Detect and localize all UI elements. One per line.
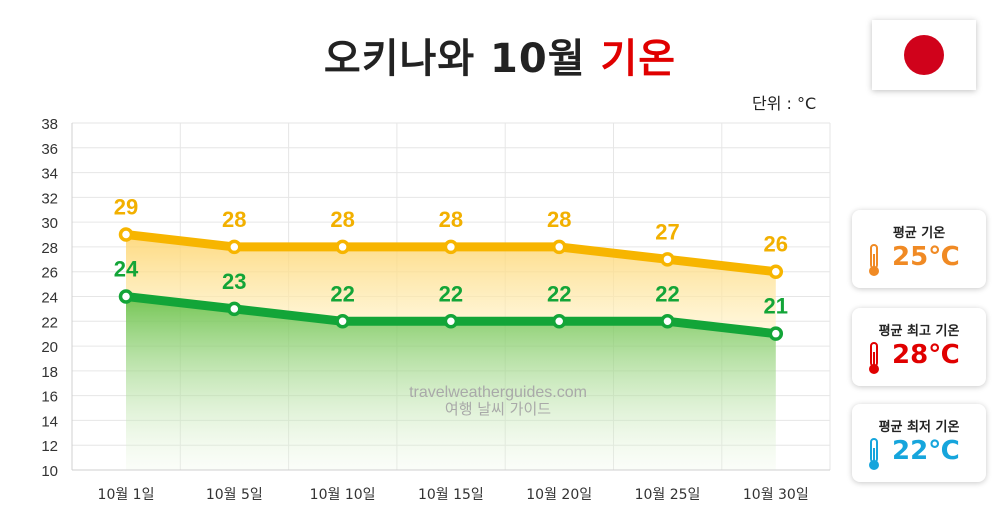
high-temp-point [660,252,675,267]
y-tick-label: 22 [41,314,58,331]
chart-areas [126,234,776,470]
y-tick-label: 36 [41,141,58,158]
thermometer-icon [869,438,879,470]
avg-high-label: 평균 최고 기온 [878,324,960,339]
high-temp-data-label: 28 [222,207,246,232]
y-tick-label: 32 [41,190,58,207]
high-temp-data-label: 29 [114,195,138,220]
y-tick-label: 38 [41,116,58,133]
y-tick-label: 24 [41,290,58,307]
chart-axes: 10 12 14 16 18 20 22 24 26 28 30 32 34 36 38 10월 1일 10월 … [41,116,830,503]
page-title: 오키나와 10월 기온 [0,26,1000,84]
avg-low-card: 평균 최저 기온 22℃ [852,404,986,482]
low-temp-data-label: 22 [547,281,571,306]
low-temp-point [227,301,242,317]
low-temp-data-label: 22 [655,281,679,306]
avg-high-card: 평균 최고 기온 28℃ [852,308,986,386]
low-temp-data-label: 21 [764,294,788,319]
chart-lines: 29 28 28 28 28 27 26 24 23 22 22 22 22 21 [114,195,788,341]
x-tick-label: 10월 15일 [418,487,484,503]
avg-temp-label: 평균 기온 [892,226,946,241]
watermark: travelweatherguides.com 여행 날씨 가이드 [409,384,587,418]
watermark-line1: travelweatherguides.com [409,384,587,401]
japan-flag-icon [872,20,976,90]
high-temp-data-label: 26 [764,232,788,257]
high-temp-point [227,239,242,255]
high-temp-point [551,239,567,255]
unit-label: 단위 : °C [752,94,817,113]
high-temp-data-label: 28 [547,207,571,232]
avg-high-value: 28℃ [892,340,960,370]
y-tick-label: 20 [41,339,58,356]
y-tick-label: 30 [41,215,58,232]
y-tick-label: 28 [41,240,58,257]
y-tick-label: 10 [41,463,58,480]
x-tick-label: 10월 25일 [635,487,701,503]
avg-temp-value: 25℃ [892,242,960,272]
x-tick-label: 10월 30일 [743,487,809,503]
low-temp-data-label: 22 [439,281,463,306]
low-temp-point [768,326,784,341]
high-temp-data-label: 28 [330,207,354,232]
low-temp-point [335,314,350,329]
low-temp-point [443,314,459,329]
watermark-line2: 여행 날씨 가이드 [445,400,551,418]
x-tick-label: 10월 10일 [310,487,376,503]
low-temp-data-label: 23 [222,269,246,294]
high-temp-point [443,239,459,255]
x-tick-label: 10월 1일 [98,487,155,503]
high-temp-point [335,239,350,255]
avg-low-value: 22℃ [892,436,960,466]
low-temp-data-label: 22 [330,281,354,306]
title-accent: 기온 [600,36,677,82]
y-tick-label: 18 [41,364,58,381]
x-tick-label: 10월 20일 [526,487,592,503]
y-tick-label: 34 [41,166,58,183]
y-tick-label: 26 [41,265,58,282]
flag-red-disc [904,35,944,75]
high-temp-data-label: 27 [655,219,679,244]
low-temp-data-label: 24 [114,257,139,282]
high-temp-data-label: 28 [439,207,463,232]
low-temp-area [126,296,776,470]
avg-low-label: 평균 최저 기온 [878,420,960,435]
low-temp-point [551,314,567,329]
thermometer-icon [869,342,879,374]
high-temp-point [118,227,134,242]
thermometer-icon [869,244,879,276]
x-tick-label: 10월 5일 [206,487,263,503]
title-main: 오키나와 10월 [323,36,586,82]
y-tick-label: 16 [41,389,58,406]
high-temp-area [126,234,776,334]
high-temp-point [768,264,784,279]
y-tick-label: 14 [41,413,58,430]
avg-temp-card: 평균 기온 25℃ [852,210,986,288]
y-tick-label: 12 [41,438,58,455]
low-temp-point [118,289,134,304]
temperature-chart: travelweatherguides.com 여행 날씨 가이드 29 28 28… [41,116,831,503]
low-temp-point [660,314,675,329]
